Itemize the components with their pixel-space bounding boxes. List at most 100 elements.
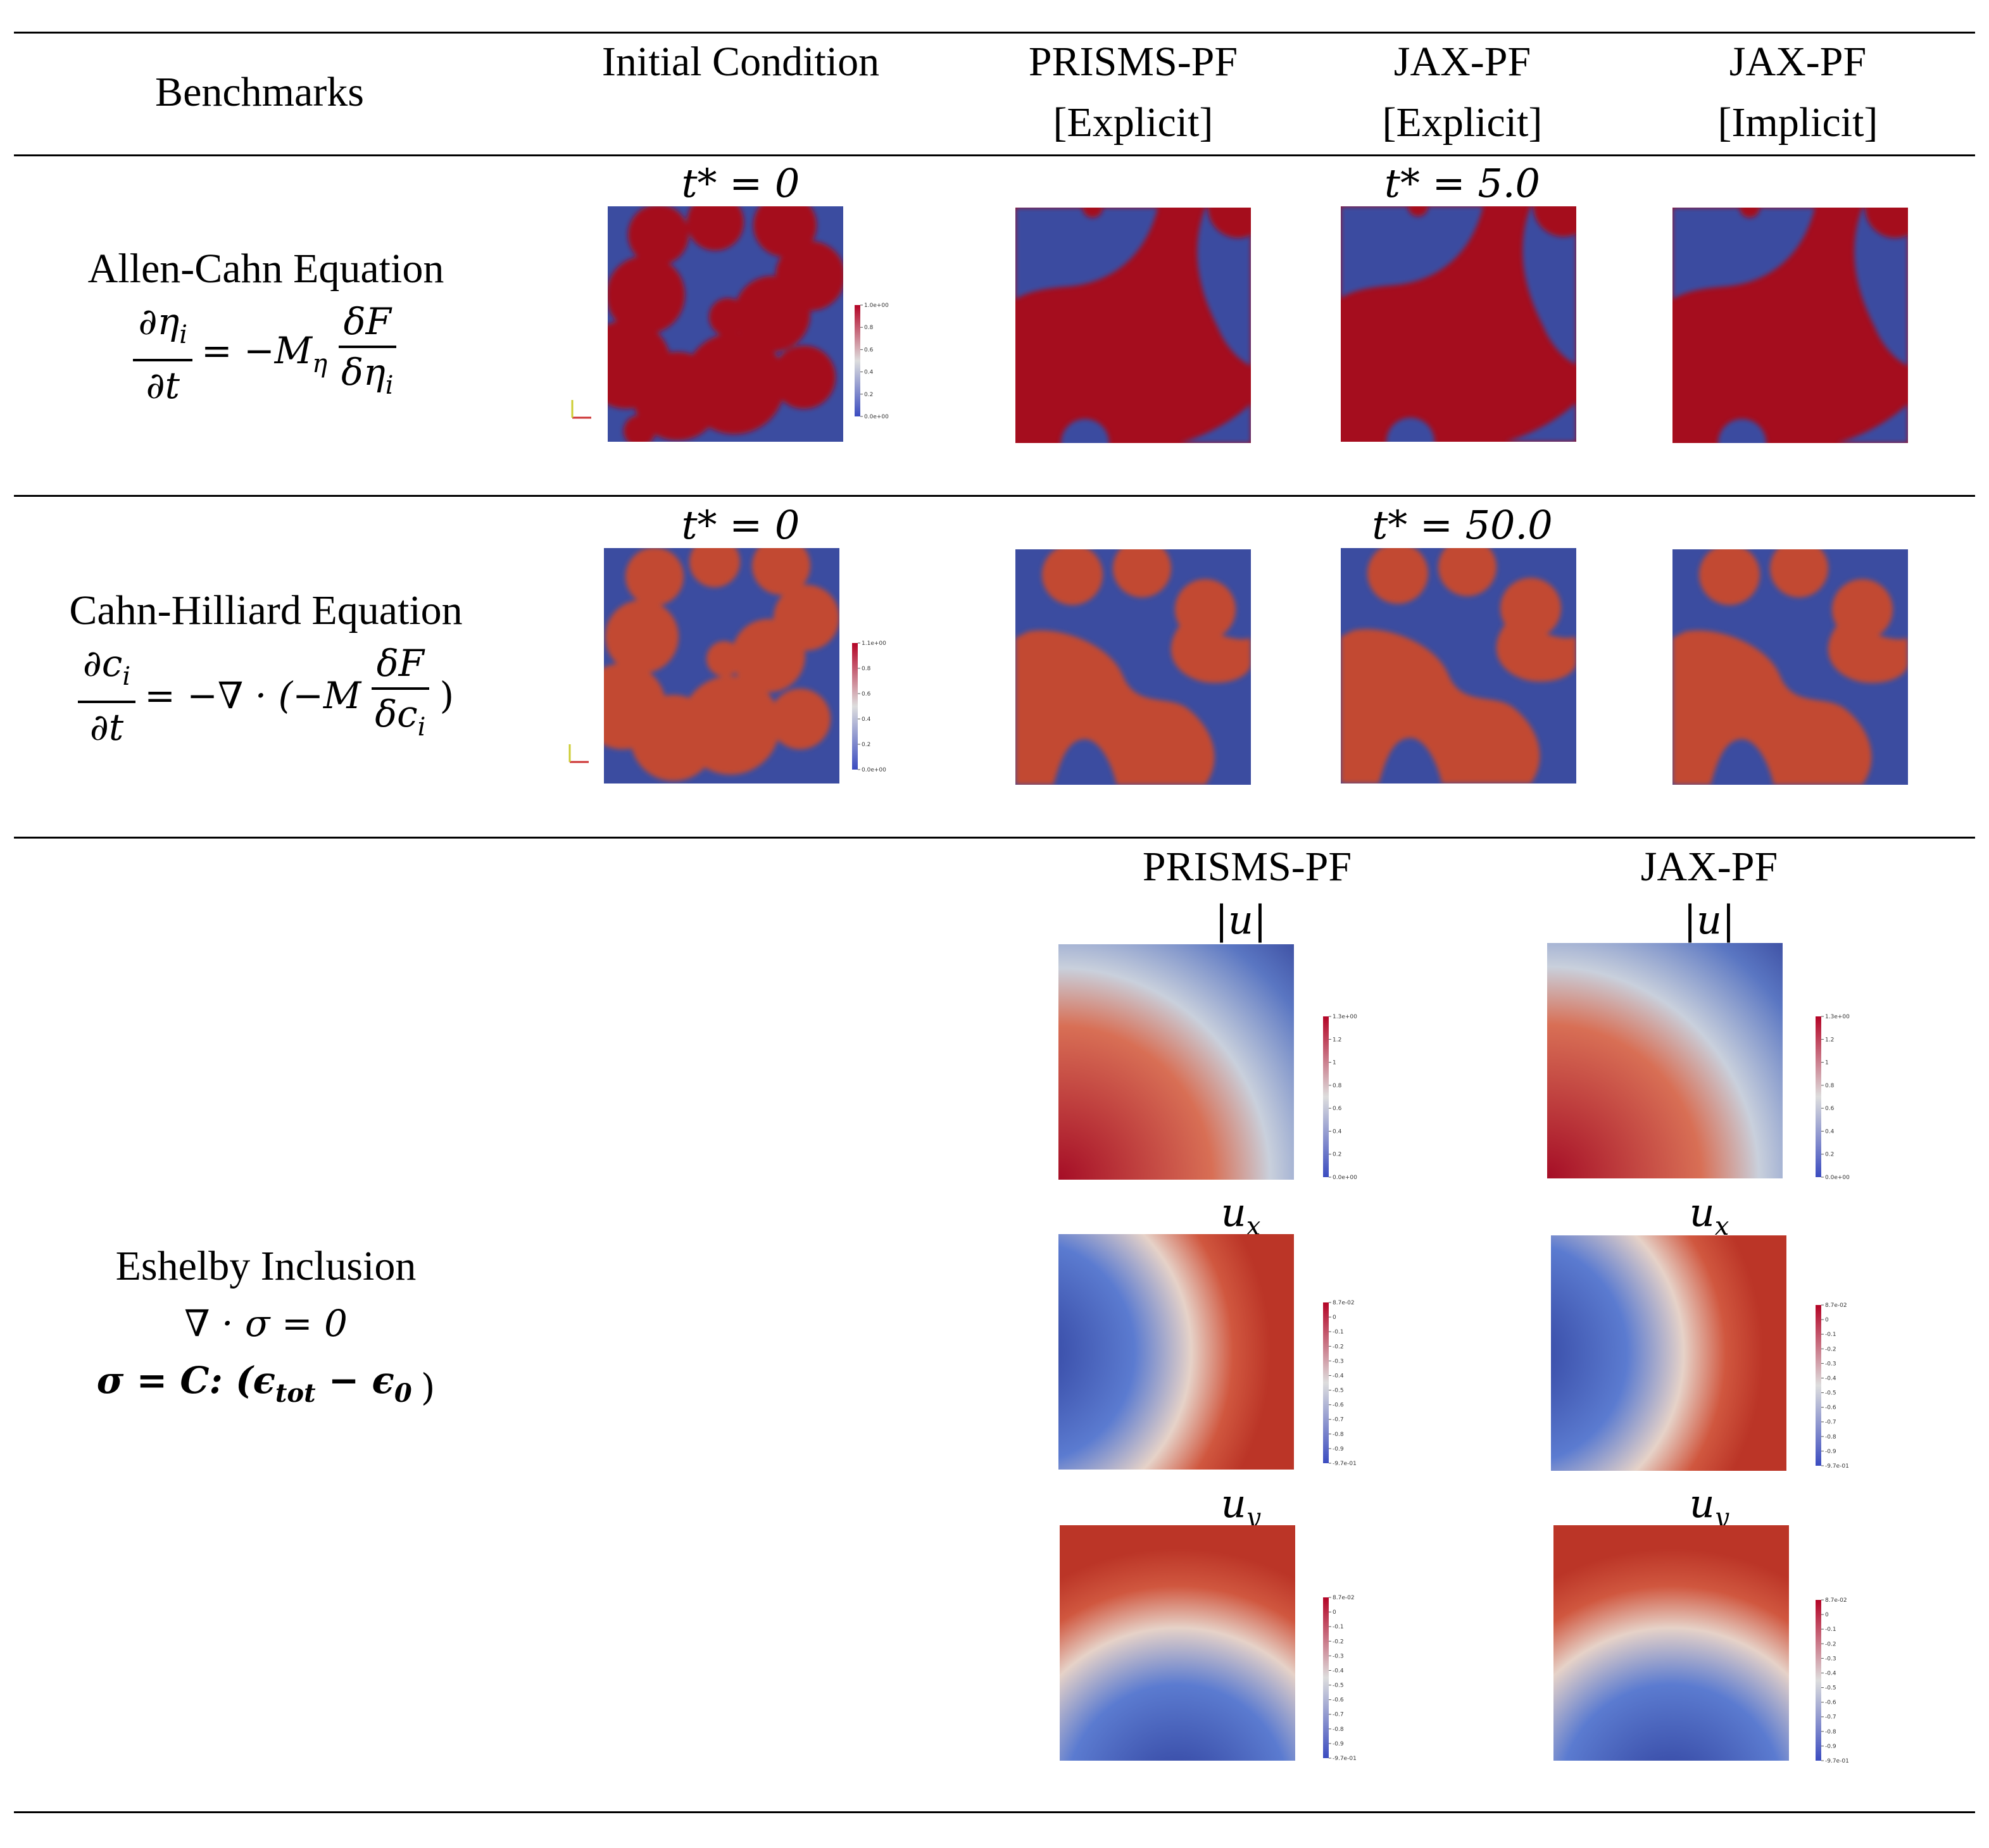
colorbar-tick-label: 0.6	[1333, 1106, 1342, 1112]
colorbar-tick-label: -0.9	[1825, 1449, 1836, 1455]
jax-u-mag-image	[1547, 943, 1783, 1178]
colorbar-tick-label: -0.1	[1333, 1624, 1344, 1630]
header-rule	[14, 154, 1975, 156]
colorbar-tick-label: 0.0e+00	[1333, 1175, 1357, 1181]
colorbar-tick-label: 0.4	[1825, 1128, 1835, 1135]
colorbar-tick-label: 8.7e-02	[1825, 1302, 1847, 1309]
allen-cahn-t-final: t* = 5.0	[1384, 160, 1540, 206]
prisms-uy-label: uy	[1220, 1480, 1261, 1532]
cahn-hilliard-title: Cahn-Hilliard Equation	[69, 587, 463, 634]
colorbar-tick-label: 0.6	[864, 347, 874, 353]
top-rule	[14, 32, 1975, 34]
colorbar-tick-label: -0.2	[1825, 1641, 1836, 1647]
colorbar-tick-label: 0.4	[864, 370, 874, 376]
allen-cahn-t-initial: t* = 0	[681, 160, 800, 206]
colorbar-tick-label: -0.1	[1825, 1626, 1836, 1633]
colorbar-tick-label: 0.0e+00	[862, 767, 886, 773]
colorbar-tick-label: 1.2	[1825, 1037, 1834, 1043]
colorbar-tick-label: 8.7e-02	[1333, 1300, 1355, 1306]
colorbar-tick-label: -0.3	[1333, 1653, 1344, 1659]
cahn-hilliard-colorbar: 1.1e+00 0.8 0.6 0.4 0.2 0.0e+00	[852, 640, 886, 773]
allen-cahn-colorbar: 1.0e+00 0.8 0.6 0.4 0.2 0.0e+00	[855, 303, 889, 420]
cahn-hilliard-t-initial: t* = 0	[681, 502, 800, 548]
jax-u-mag-label: |u|	[1683, 897, 1735, 943]
jax-ux-image	[1551, 1235, 1786, 1471]
header-jax-implicit-2: [Implicit]	[1717, 99, 1878, 146]
colorbar-tick-label: 0.4	[862, 716, 871, 723]
allen-cahn-title: Allen-Cahn Equation	[87, 246, 444, 292]
row-divider-2	[14, 837, 1975, 839]
colorbar-tick-label: 1.2	[1333, 1037, 1341, 1043]
colorbar-tick-label: -0.6	[1825, 1405, 1836, 1411]
colorbar-tick-label: -0.5	[1333, 1388, 1344, 1394]
colorbar-tick-label: -0.5	[1825, 1685, 1836, 1692]
prisms-ux-image	[1058, 1234, 1294, 1470]
bottom-rule	[14, 1811, 1975, 1813]
eshelby-equation-1: ∇ · σ = 0	[184, 1302, 348, 1345]
allen-cahn-jax-implicit-image	[1672, 208, 1908, 443]
colorbar-tick-label: -0.1	[1333, 1329, 1344, 1335]
colorbar-tick-label: -0.2	[1825, 1346, 1836, 1352]
prisms-uy-colorbar: 8.7e-02 0 -0.1 -0.2 -0.3 -0.4 -0.5 -0.6 -0.7 -0.8…	[1323, 1595, 1357, 1762]
colorbar-tick-label: 0.0e+00	[864, 414, 889, 420]
colorbar-tick-label: 0	[1333, 1314, 1336, 1321]
colorbar-tick-label: -0.4	[1333, 1668, 1344, 1674]
jax-u-mag-colorbar: 1.3e+00 1.2 1 0.8 0.6 0.4 0.2 0.0e+00	[1816, 1014, 1850, 1181]
allen-cahn-prisms-explicit-image	[1015, 208, 1251, 443]
colorbar-tick-label: -0.7	[1333, 1417, 1344, 1423]
colorbar-tick-label: 0.6	[1825, 1106, 1835, 1112]
colorbar-tick-label: 1	[1825, 1060, 1829, 1066]
allen-cahn-equation: ∂ηi ∂t = −Mη δF δηi	[133, 297, 398, 409]
colorbar-tick-label: -0.7	[1333, 1712, 1344, 1718]
cahn-hilliard-t-final: t* = 50.0	[1372, 502, 1553, 548]
colorbar-tick-label: -0.3	[1825, 1656, 1836, 1662]
colorbar-tick-label: -9.7e-01	[1333, 1756, 1357, 1762]
colorbar-tick-label: -0.5	[1825, 1390, 1836, 1397]
colorbar-tick-label: -0.6	[1333, 1697, 1344, 1704]
cahn-hilliard-axes-triad	[568, 744, 589, 763]
colorbar-tick-label: 8.7e-02	[1825, 1597, 1847, 1604]
colorbar-tick-label: 8.7e-02	[1333, 1595, 1355, 1601]
cahn-hilliard-prisms-explicit-image	[1015, 549, 1251, 785]
cahn-hilliard-initial-image	[604, 548, 839, 784]
colorbar-tick-label: -9.7e-01	[1825, 1463, 1849, 1470]
colorbar-tick-label: 0.2	[864, 392, 873, 398]
prisms-u-mag-colorbar: 1.3e+00 1.2 1 0.8 0.6 0.4 0.2 0.0e+00	[1323, 1014, 1357, 1181]
colorbar-tick-label: -0.3	[1825, 1361, 1836, 1367]
header-jax-implicit-1: JAX-PF	[1729, 39, 1867, 85]
prisms-ux-colorbar: 8.7e-02 0 -0.1 -0.2 -0.3 -0.4 -0.5 -0.6 -0.7 -0.8…	[1323, 1300, 1357, 1467]
colorbar-tick-label: -0.2	[1333, 1344, 1344, 1350]
cahn-hilliard-jax-implicit-image	[1672, 549, 1908, 785]
colorbar-tick-label: 1.3e+00	[1825, 1014, 1850, 1020]
prisms-u-mag-label: |u|	[1215, 897, 1267, 943]
colorbar-tick-label: 0.6	[862, 691, 871, 697]
colorbar-tick-label: 0.8	[1333, 1083, 1342, 1089]
colorbar-tick-label: -0.9	[1825, 1744, 1836, 1750]
header-initial-condition: Initial Condition	[601, 39, 880, 85]
colorbar-tick-label: -0.8	[1333, 1432, 1344, 1438]
allen-cahn-benchmark: Allen-Cahn Equation ∂ηi ∂t = −Mη δF δηi	[38, 240, 494, 409]
colorbar-tick-label: -0.4	[1825, 1670, 1836, 1676]
allen-cahn-axes-triad	[571, 400, 591, 419]
row-divider-1	[14, 495, 1975, 497]
colorbar-tick-label: -0.3	[1333, 1358, 1344, 1364]
jax-uy-colorbar: 8.7e-02 0 -0.1 -0.2 -0.3 -0.4 -0.5 -0.6 -0.7 -0.8…	[1816, 1597, 1849, 1764]
jax-ux-label: ux	[1689, 1189, 1729, 1241]
eshelby-title: Eshelby Inclusion	[115, 1243, 417, 1289]
colorbar-tick-label: -0.9	[1333, 1446, 1344, 1452]
colorbar-tick-label: -0.9	[1333, 1741, 1344, 1747]
colorbar-tick-label: 0	[1825, 1612, 1829, 1618]
colorbar-tick-label: 0.2	[862, 742, 870, 748]
eshelby-equation-2: σ = C: (ϵtot − ϵ0)	[96, 1359, 436, 1409]
colorbar-tick-label: 0.8	[864, 325, 874, 331]
colorbar-tick-label: 1.0e+00	[864, 303, 889, 309]
colorbar-tick-label: -0.8	[1333, 1726, 1344, 1733]
colorbar-tick-label: 0	[1825, 1317, 1829, 1323]
header-benchmarks: Benchmarks	[155, 69, 364, 115]
header-prisms-explicit-2: [Explicit]	[1053, 99, 1214, 146]
cahn-hilliard-benchmark: Cahn-Hilliard Equation ∂ci ∂t = −∇ · (−M …	[38, 582, 494, 751]
colorbar-tick-label: -0.5	[1333, 1683, 1344, 1689]
colorbar-tick-label: 0.8	[862, 666, 871, 672]
colorbar-tick-label: -0.8	[1825, 1434, 1836, 1440]
eshelby-prisms-title: PRISMS-PF	[1142, 844, 1352, 890]
